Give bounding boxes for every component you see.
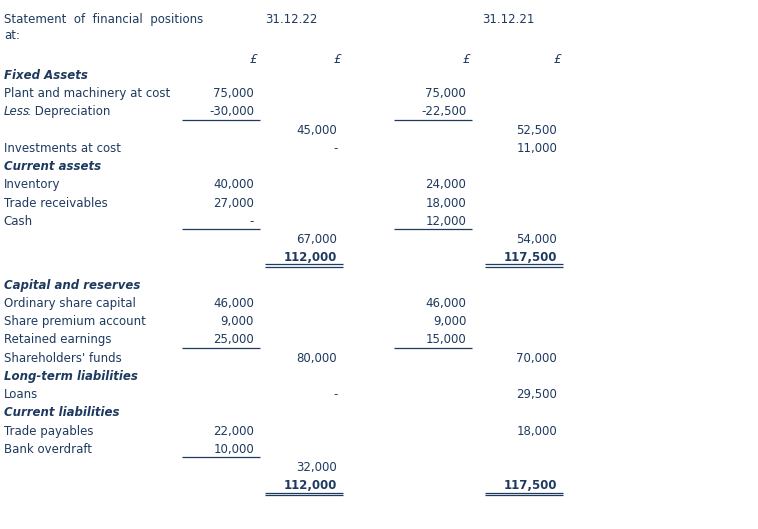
Text: 12,000: 12,000 (425, 215, 466, 228)
Text: £: £ (462, 53, 470, 66)
Text: 15,000: 15,000 (425, 333, 466, 346)
Text: Investments at cost: Investments at cost (4, 142, 121, 155)
Text: £: £ (250, 53, 258, 66)
Text: £: £ (334, 53, 341, 66)
Text: Retained earnings: Retained earnings (4, 333, 111, 346)
Text: Current liabilities: Current liabilities (4, 406, 119, 419)
Text: 75,000: 75,000 (213, 87, 254, 100)
Text: Long-term liabilities: Long-term liabilities (4, 370, 138, 383)
Text: Less: Less (4, 105, 30, 118)
Text: 32,000: 32,000 (296, 461, 337, 474)
Text: Share premium account: Share premium account (4, 315, 146, 328)
Text: 112,000: 112,000 (284, 479, 337, 492)
Text: 112,000: 112,000 (284, 251, 337, 264)
Text: Trade receivables: Trade receivables (4, 196, 108, 209)
Text: 18,000: 18,000 (516, 425, 557, 437)
Text: Plant and machinery at cost: Plant and machinery at cost (4, 87, 170, 100)
Text: 18,000: 18,000 (425, 196, 466, 209)
Text: 75,000: 75,000 (425, 87, 466, 100)
Text: Capital and reserves: Capital and reserves (4, 279, 140, 291)
Text: : Depreciation: : Depreciation (27, 105, 110, 118)
Text: 11,000: 11,000 (516, 142, 557, 155)
Text: 117,500: 117,500 (503, 479, 557, 492)
Text: at:: at: (4, 29, 20, 42)
Text: 40,000: 40,000 (213, 178, 254, 191)
Text: 46,000: 46,000 (213, 297, 254, 310)
Text: -30,000: -30,000 (209, 105, 254, 118)
Text: -: - (333, 142, 337, 155)
Text: 9,000: 9,000 (433, 315, 466, 328)
Text: 10,000: 10,000 (213, 443, 254, 456)
Text: 31.12.21: 31.12.21 (481, 13, 534, 26)
Text: -: - (333, 388, 337, 401)
Text: Trade payables: Trade payables (4, 425, 93, 437)
Text: Shareholders' funds: Shareholders' funds (4, 352, 121, 364)
Text: Cash: Cash (4, 215, 33, 228)
Text: 27,000: 27,000 (213, 196, 254, 209)
Text: 24,000: 24,000 (425, 178, 466, 191)
Text: 70,000: 70,000 (516, 352, 557, 364)
Text: 67,000: 67,000 (296, 233, 337, 246)
Text: 25,000: 25,000 (213, 333, 254, 346)
Text: 46,000: 46,000 (425, 297, 466, 310)
Text: Statement  of  financial  positions: Statement of financial positions (4, 13, 203, 26)
Text: Fixed Assets: Fixed Assets (4, 69, 88, 82)
Text: 45,000: 45,000 (296, 123, 337, 136)
Text: £: £ (553, 53, 561, 66)
Text: 29,500: 29,500 (516, 388, 557, 401)
Text: Current assets: Current assets (4, 160, 101, 173)
Text: 80,000: 80,000 (296, 352, 337, 364)
Text: 22,000: 22,000 (213, 425, 254, 437)
Text: Loans: Loans (4, 388, 38, 401)
Text: Ordinary share capital: Ordinary share capital (4, 297, 136, 310)
Text: 9,000: 9,000 (221, 315, 254, 328)
Text: 54,000: 54,000 (516, 233, 557, 246)
Text: Inventory: Inventory (4, 178, 61, 191)
Text: 52,500: 52,500 (516, 123, 557, 136)
Text: -22,500: -22,500 (421, 105, 466, 118)
Text: -: - (249, 215, 254, 228)
Text: 117,500: 117,500 (503, 251, 557, 264)
Text: 31.12.22: 31.12.22 (265, 13, 318, 26)
Text: Bank overdraft: Bank overdraft (4, 443, 92, 456)
